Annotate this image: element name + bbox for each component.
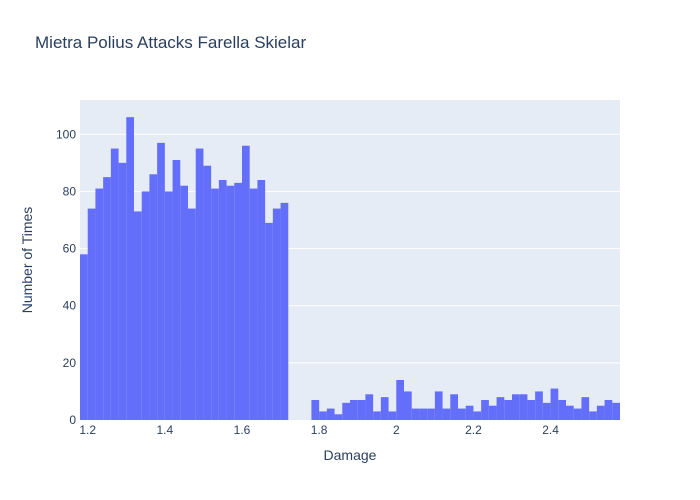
histogram-bar xyxy=(612,402,620,420)
histogram-bar xyxy=(87,208,96,420)
y-axis-ticks: 0 20 40 60 80 100 xyxy=(56,127,76,427)
histogram-bar xyxy=(589,411,597,420)
histogram-bar xyxy=(519,394,528,420)
histogram-bar xyxy=(442,408,451,420)
histogram-bar xyxy=(380,397,389,420)
histogram-bar xyxy=(465,405,474,420)
histogram-bar xyxy=(566,405,574,420)
histogram-bar xyxy=(342,402,350,420)
histogram-bar xyxy=(95,188,104,420)
histogram-bar xyxy=(388,411,397,420)
histogram-bar xyxy=(604,400,613,420)
histogram-bar xyxy=(512,394,520,420)
x-axis-ticks: 1.2 1.4 1.6 1.8 2 2.2 2.4 xyxy=(79,423,559,437)
histogram-bar xyxy=(427,408,435,420)
histogram-bar xyxy=(118,162,127,420)
histogram-bar xyxy=(180,185,188,420)
histogram-bar xyxy=(257,180,266,420)
histogram-bar xyxy=(234,182,242,420)
x-tick-label: 1.4 xyxy=(157,423,174,437)
histogram-bar xyxy=(434,391,443,420)
bars xyxy=(80,117,620,421)
histogram-bar xyxy=(542,402,551,420)
histogram-bar xyxy=(527,400,536,420)
histogram-bar xyxy=(164,191,173,420)
histogram-bar xyxy=(226,185,235,420)
histogram-bar xyxy=(350,400,358,420)
histogram-bar xyxy=(134,211,142,420)
histogram-bar xyxy=(203,165,212,420)
x-tick-label: 2 xyxy=(393,423,400,437)
histogram-bar xyxy=(195,148,204,421)
histogram-bar xyxy=(242,145,250,420)
histogram-bar xyxy=(596,405,605,420)
histogram-bar xyxy=(558,400,566,420)
histogram-bar xyxy=(265,222,273,420)
histogram-bar xyxy=(373,411,381,420)
histogram-bar xyxy=(319,411,327,420)
x-axis-title: Damage xyxy=(324,447,377,463)
x-tick-label: 2.4 xyxy=(542,423,559,437)
histogram-bar xyxy=(481,400,489,420)
histogram-bar xyxy=(504,400,512,420)
histogram-bar xyxy=(110,148,119,421)
x-tick-label: 2.2 xyxy=(465,423,482,437)
histogram-bar xyxy=(334,414,343,420)
histogram-bar xyxy=(188,208,196,420)
histogram-bar xyxy=(573,408,582,420)
histogram-bar xyxy=(458,408,466,420)
histogram-bar xyxy=(496,397,505,420)
histogram-bar xyxy=(157,142,165,420)
histogram-bar xyxy=(396,380,404,420)
y-tick-label: 40 xyxy=(63,299,77,313)
histogram-bar xyxy=(126,117,134,421)
histogram-bar xyxy=(211,188,219,420)
histogram-bar xyxy=(357,400,366,420)
x-tick-label: 1.8 xyxy=(311,423,328,437)
histogram-bar xyxy=(488,405,497,420)
histogram-bar xyxy=(550,388,559,420)
histogram-bar xyxy=(172,160,181,420)
histogram-bar xyxy=(535,391,543,420)
chart-title: Mietra Polius Attacks Farella Skielar xyxy=(35,33,307,52)
histogram-bar xyxy=(149,174,158,420)
histogram-bar xyxy=(473,411,482,420)
y-tick-label: 60 xyxy=(63,242,77,256)
x-tick-label: 1.2 xyxy=(79,423,96,437)
histogram-bar xyxy=(411,408,420,420)
histogram-bar xyxy=(218,180,227,420)
y-tick-label: 100 xyxy=(56,127,76,141)
histogram-bar xyxy=(419,408,428,420)
histogram-bar xyxy=(365,394,374,420)
histogram-bar xyxy=(103,177,111,420)
y-axis-title: Number of Times xyxy=(19,207,35,314)
histogram-bar xyxy=(450,394,458,420)
histogram-bar xyxy=(581,397,590,420)
histogram-bar xyxy=(141,191,150,420)
y-tick-label: 80 xyxy=(63,184,77,198)
histogram-bar xyxy=(326,408,335,420)
histogram-bar xyxy=(404,391,412,420)
x-tick-label: 1.6 xyxy=(234,423,251,437)
histogram-bar xyxy=(272,208,281,420)
y-tick-label: 0 xyxy=(69,413,76,427)
histogram-bar xyxy=(311,400,320,420)
histogram-bar xyxy=(80,254,88,420)
histogram-bar xyxy=(249,188,258,420)
y-tick-label: 20 xyxy=(63,356,77,370)
histogram-bar xyxy=(280,202,289,420)
